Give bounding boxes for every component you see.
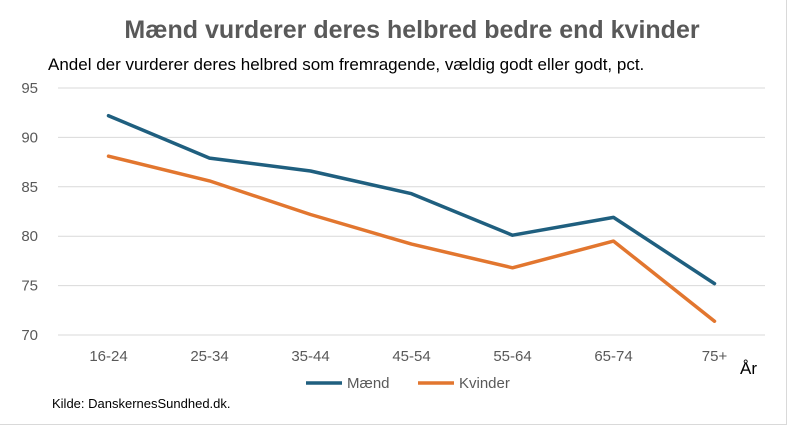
y-tick-label: 70 [21, 327, 38, 344]
legend-label-1: Kvinder [459, 375, 510, 392]
x-unit-label: År [740, 359, 757, 378]
series-line-0 [106, 113, 717, 286]
x-tick-label: 25-34 [190, 348, 228, 365]
y-tick-label: 85 [21, 179, 38, 196]
legend: Mænd Kvinder [306, 375, 510, 392]
gridlines [58, 87, 765, 336]
y-tick-label: 90 [21, 129, 38, 146]
x-axis: 16-24 25-34 35-44 45-54 55-64 65-74 75+ [89, 348, 727, 365]
series-lines [106, 113, 717, 323]
y-tick-label: 95 [21, 80, 38, 97]
x-tick-label: 55-64 [493, 348, 531, 365]
series-line-1 [106, 154, 717, 323]
x-tick-label: 45-54 [392, 348, 430, 365]
x-tick-label: 65-74 [594, 348, 632, 365]
legend-label-0: Mænd [347, 375, 390, 392]
x-tick-label: 75+ [702, 348, 728, 365]
y-axis: 95 90 85 80 75 70 [21, 80, 38, 344]
y-tick-label: 75 [21, 278, 38, 295]
source-note: Kilde: DanskernesSundhed.dk. [52, 396, 231, 411]
chart-subtitle: Andel der vurderer deres helbred som fre… [48, 55, 644, 74]
x-tick-label: 16-24 [89, 348, 127, 365]
chart-title: Mænd vurderer deres helbred bedre end kv… [124, 16, 699, 44]
x-tick-label: 35-44 [291, 348, 329, 365]
y-tick-label: 80 [21, 228, 38, 245]
